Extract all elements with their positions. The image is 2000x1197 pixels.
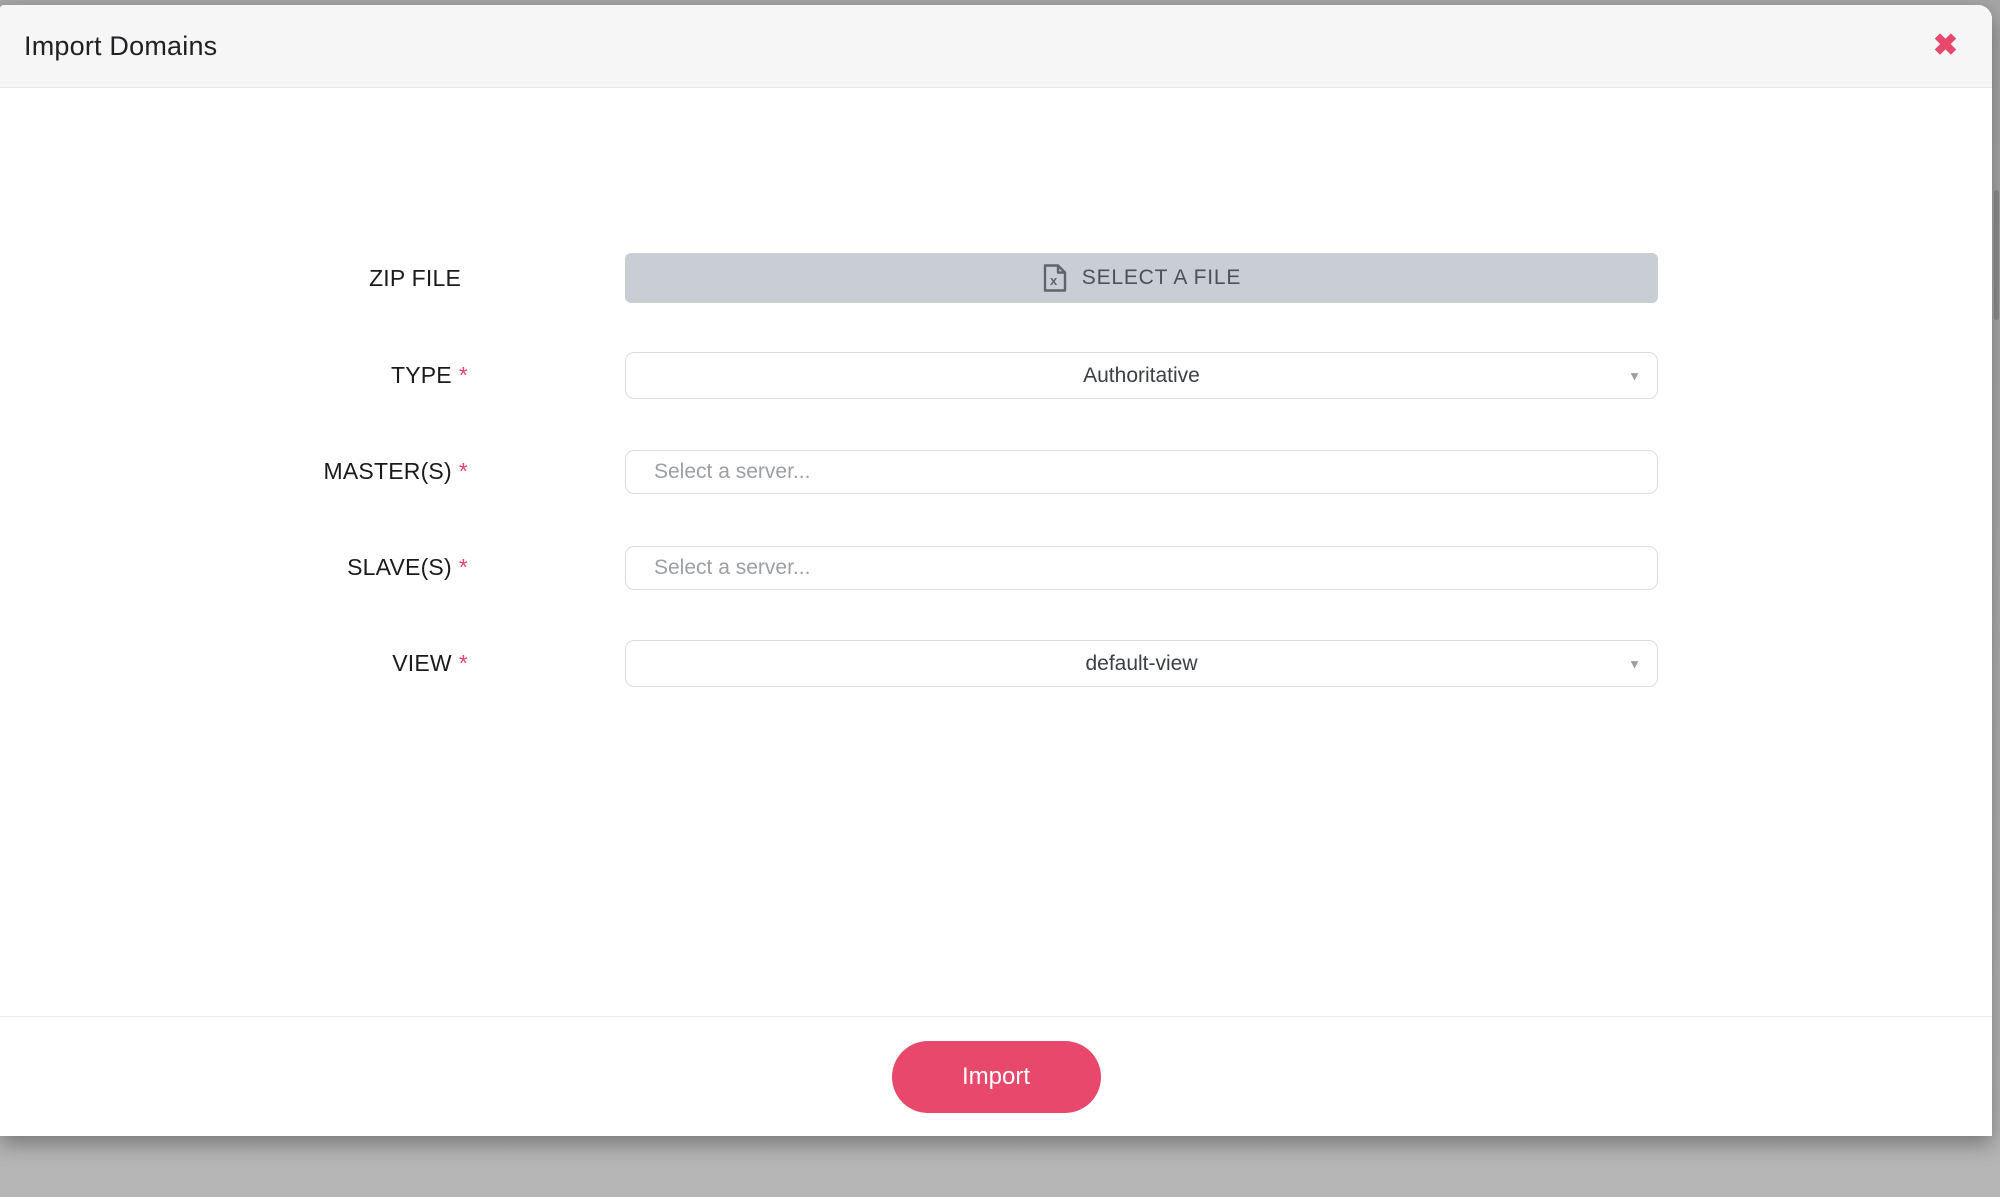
select-file-button[interactable]: x SELECT A FILE (625, 253, 1658, 303)
form-row-type: TYPE * Authoritative ▼ (0, 352, 1992, 399)
view-label-text: VIEW (392, 650, 452, 676)
masters-control-cell (625, 449, 1658, 494)
svg-text:x: x (1050, 273, 1058, 288)
type-select-value: Authoritative (1083, 363, 1200, 387)
type-required-mark: * (458, 362, 468, 388)
masters-required-mark: * (458, 458, 468, 484)
type-control-cell: Authoritative ▼ (625, 352, 1658, 399)
view-select-value: default-view (1085, 651, 1198, 675)
view-control-cell: default-view ▼ (625, 640, 1658, 687)
masters-label: MASTER(S) * (0, 458, 468, 485)
slaves-server-input[interactable] (625, 545, 1658, 590)
form-row-view: VIEW * default-view ▼ (0, 640, 1992, 687)
type-label: TYPE * (0, 362, 468, 389)
view-select[interactable]: default-view ▼ (625, 640, 1658, 687)
form-row-slaves: SLAVE(S) * (0, 544, 1992, 591)
masters-label-text: MASTER(S) (323, 458, 452, 484)
slaves-control-cell (625, 545, 1658, 590)
type-select[interactable]: Authoritative ▼ (625, 352, 1658, 399)
view-required-mark: * (458, 650, 468, 676)
select-file-button-label: SELECT A FILE (1081, 266, 1242, 289)
slaves-label-text: SLAVE(S) (347, 554, 452, 580)
type-label-text: TYPE (390, 362, 452, 388)
slaves-label: SLAVE(S) * (0, 554, 468, 581)
chevron-down-icon: ▼ (1628, 368, 1641, 383)
modal-header: Import Domains ✖ (0, 5, 1992, 88)
zip-file-label: ZIP FILE (0, 265, 468, 292)
file-x-icon: x (1042, 263, 1068, 293)
zip-file-label-text: ZIP FILE (369, 264, 461, 291)
zip-file-control-cell: x SELECT A FILE (625, 253, 1658, 303)
modal-title: Import Domains (24, 30, 218, 61)
backdrop-scrollbar-thumb[interactable] (1994, 190, 1999, 320)
import-button[interactable]: Import (891, 1040, 1101, 1113)
form-row-zip-file: ZIP FILE x SELECT A FILE (0, 253, 1992, 303)
modal-footer: Import (0, 1016, 1992, 1136)
modal-body: ZIP FILE x SELECT A FILE TYP (0, 88, 1992, 1016)
chevron-down-icon: ▼ (1628, 656, 1641, 671)
form-row-masters: MASTER(S) * (0, 448, 1992, 495)
import-domains-modal: Import Domains ✖ ZIP FILE x SELECT A F (0, 5, 1992, 1136)
view-label: VIEW * (0, 650, 468, 677)
masters-server-input[interactable] (625, 449, 1658, 494)
close-icon[interactable]: ✖ (1929, 27, 1962, 65)
slaves-required-mark: * (458, 554, 468, 580)
